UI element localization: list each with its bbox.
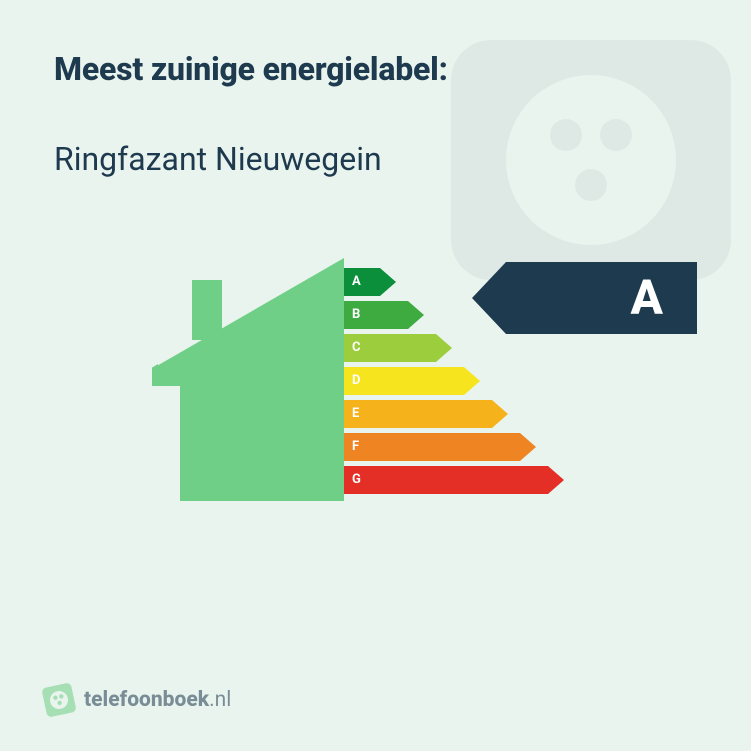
energy-bar-letter: B <box>352 301 360 329</box>
footer-brand: telefoonboek.nl <box>84 688 231 712</box>
energy-bar-e: E <box>342 400 572 428</box>
energy-bar-letter: D <box>352 367 360 395</box>
page-title: Meest zuinige energielabel: <box>54 50 697 88</box>
footer-brand-tld: .nl <box>209 688 231 712</box>
energy-bar-shape <box>342 400 508 428</box>
energy-bar-shape <box>342 367 480 395</box>
selected-label-text: A <box>631 262 663 334</box>
energy-bar-letter: A <box>352 268 361 296</box>
energy-bar-f: F <box>342 433 572 461</box>
energy-label-card: Meest zuinige energielabel: Ringfazant N… <box>0 0 751 751</box>
energy-bar-g: G <box>342 466 572 494</box>
energy-bar-c: C <box>342 334 572 362</box>
energy-bar-shape <box>342 433 536 461</box>
energy-bar-shape <box>342 466 564 494</box>
energy-bar-letter: E <box>352 400 359 428</box>
footer-logo-icon <box>41 682 77 718</box>
energy-bar-d: D <box>342 367 572 395</box>
energy-bar-letter: G <box>352 466 361 494</box>
footer-brand-name: telefoonboek <box>84 688 209 712</box>
energy-bar-letter: C <box>352 334 361 362</box>
energy-bar-letter: F <box>352 433 359 461</box>
energy-diagram: ABCDEFG A <box>54 258 697 518</box>
house-icon <box>152 258 344 501</box>
selected-label-shape <box>472 262 697 334</box>
page-subtitle: Ringfazant Nieuwegein <box>54 140 697 178</box>
energy-bar-shape <box>342 268 396 296</box>
footer: telefoonboek.nl <box>44 685 231 715</box>
selected-energy-label: A <box>472 262 697 334</box>
